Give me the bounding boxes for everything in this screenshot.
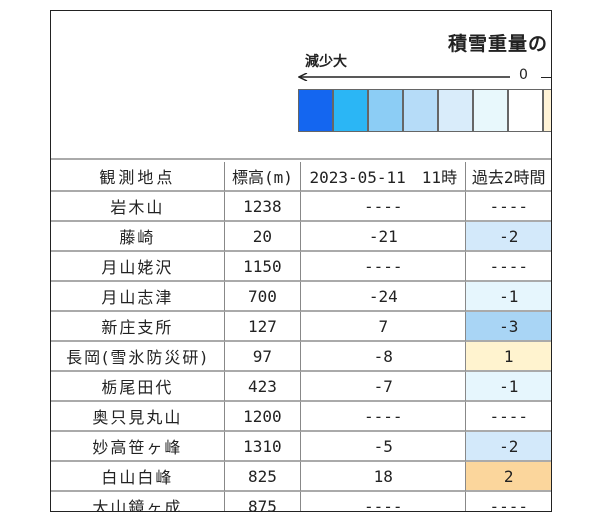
station-cell: 白山白峰 bbox=[51, 462, 225, 492]
elevation-cell: 1200 bbox=[224, 402, 302, 432]
change-cell: -3 bbox=[466, 312, 551, 342]
change-cell: ---- bbox=[466, 492, 551, 511]
table-row: 妙高笹ヶ峰 1310 -5 -2 bbox=[51, 432, 551, 462]
elevation-cell: 700 bbox=[224, 282, 302, 312]
table-row: 長岡(雪氷防災研) 97 -8 1 bbox=[51, 342, 551, 372]
table-row: 藤崎 20 -21 -2 bbox=[51, 222, 551, 252]
value-cell: -24 bbox=[301, 282, 467, 312]
value-cell: ---- bbox=[301, 252, 467, 282]
table-row: 白山白峰 825 18 2 bbox=[51, 462, 551, 492]
color-scale bbox=[298, 89, 551, 132]
elevation-cell: 127 bbox=[224, 312, 302, 342]
color-swatch bbox=[298, 89, 333, 132]
decrease-label: 減少大 bbox=[305, 54, 347, 70]
color-swatch bbox=[403, 89, 438, 132]
header-past-2h: 過去2時間 bbox=[466, 162, 551, 192]
station-cell: 長岡(雪氷防災研) bbox=[51, 342, 225, 372]
station-cell: 栃尾田代 bbox=[51, 372, 225, 402]
arrow-left-icon bbox=[298, 73, 510, 81]
table-row: 新庄支所 127 7 -3 bbox=[51, 312, 551, 342]
color-swatch bbox=[508, 89, 543, 132]
elevation-cell: 97 bbox=[224, 342, 302, 372]
divider bbox=[51, 158, 551, 160]
change-cell: -1 bbox=[466, 372, 551, 402]
table-row: 月山志津 700 -24 -1 bbox=[51, 282, 551, 312]
value-cell: -7 bbox=[301, 372, 467, 402]
change-cell: 1 bbox=[466, 342, 551, 372]
header-station: 観測地点 bbox=[51, 162, 225, 192]
page-title: 積雪重量の bbox=[448, 33, 549, 55]
elevation-cell: 825 bbox=[224, 462, 302, 492]
station-cell: 月山姥沢 bbox=[51, 252, 225, 282]
color-swatch bbox=[438, 89, 473, 132]
station-cell: 新庄支所 bbox=[51, 312, 225, 342]
table-row: 大山鏡ヶ成 875 ---- ---- bbox=[51, 492, 551, 511]
value-cell: 7 bbox=[301, 312, 467, 342]
value-cell: -5 bbox=[301, 432, 467, 462]
table-row: 奥只見丸山 1200 ---- ---- bbox=[51, 402, 551, 432]
change-cell: ---- bbox=[466, 192, 551, 222]
value-cell: -8 bbox=[301, 342, 467, 372]
station-cell: 奥只見丸山 bbox=[51, 402, 225, 432]
table-row: 岩木山 1238 ---- ---- bbox=[51, 192, 551, 222]
station-cell: 妙高笹ヶ峰 bbox=[51, 432, 225, 462]
table-header: 観測地点 標高(m) 2023-05-11 11時 過去2時間 bbox=[51, 162, 551, 192]
color-swatch bbox=[368, 89, 403, 132]
header-elevation: 標高(m) bbox=[224, 162, 302, 192]
value-cell: -21 bbox=[301, 222, 467, 252]
color-swatch bbox=[543, 89, 551, 132]
elevation-cell: 1310 bbox=[224, 432, 302, 462]
change-cell: -2 bbox=[466, 222, 551, 252]
station-cell: 岩木山 bbox=[51, 192, 225, 222]
elevation-cell: 423 bbox=[224, 372, 302, 402]
observation-table: 観測地点 標高(m) 2023-05-11 11時 過去2時間 岩木山 1238-… bbox=[51, 162, 551, 511]
change-cell: ---- bbox=[466, 402, 551, 432]
header-datetime: 2023-05-11 11時 bbox=[301, 162, 467, 192]
color-swatch bbox=[333, 89, 368, 132]
change-cell: ---- bbox=[466, 252, 551, 282]
elevation-cell: 1150 bbox=[224, 252, 302, 282]
value-cell: ---- bbox=[301, 492, 467, 511]
station-cell: 藤崎 bbox=[51, 222, 225, 252]
station-cell: 大山鏡ヶ成 bbox=[51, 492, 225, 511]
change-cell: -2 bbox=[466, 432, 551, 462]
change-cell: 2 bbox=[466, 462, 551, 492]
value-cell: ---- bbox=[301, 402, 467, 432]
table-row: 月山姥沢 1150 ---- ---- bbox=[51, 252, 551, 282]
color-swatch bbox=[473, 89, 508, 132]
elevation-cell: 1238 bbox=[224, 192, 302, 222]
legend-line bbox=[541, 77, 551, 78]
zero-label: 0 bbox=[519, 67, 528, 83]
elevation-cell: 20 bbox=[224, 222, 302, 252]
value-cell: 18 bbox=[301, 462, 467, 492]
station-cell: 月山志津 bbox=[51, 282, 225, 312]
table-row: 栃尾田代 423 -7 -1 bbox=[51, 372, 551, 402]
elevation-cell: 875 bbox=[225, 492, 302, 511]
snow-weight-panel: 積雪重量の 減少大 0 観測地点 標高(m) 2023-05-11 11時 過去… bbox=[50, 10, 552, 512]
change-cell: -1 bbox=[466, 282, 551, 312]
value-cell: ---- bbox=[301, 192, 467, 222]
